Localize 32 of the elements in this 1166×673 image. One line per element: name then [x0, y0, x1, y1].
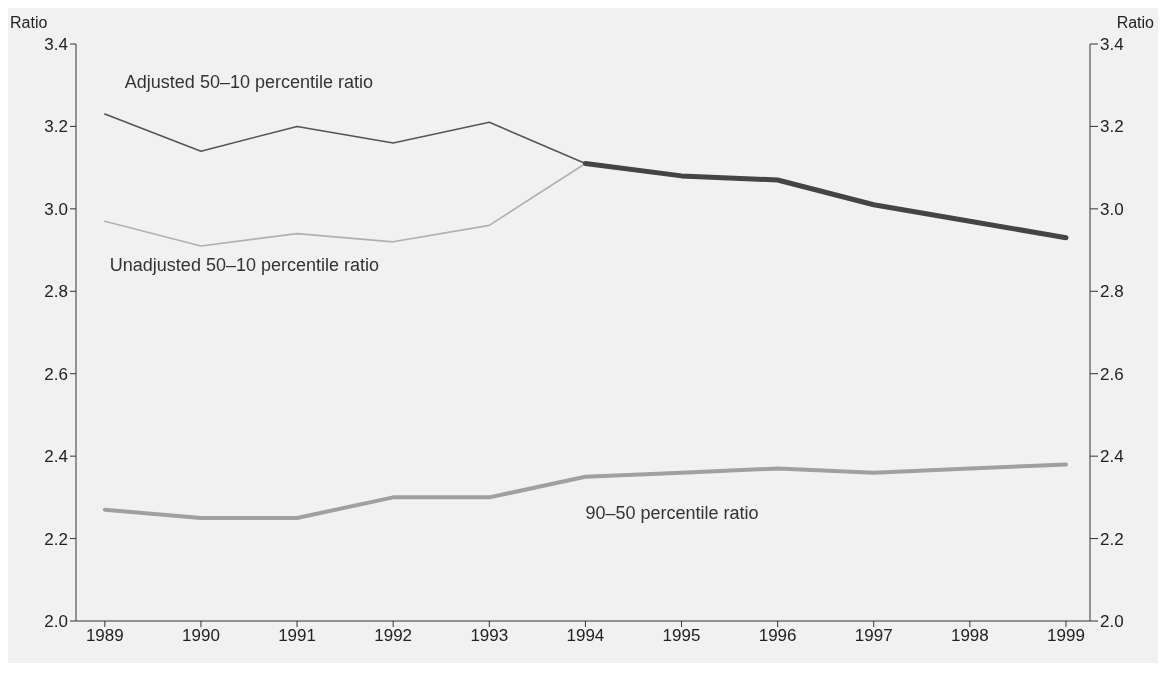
y2-tick-label: 3.2 [1100, 117, 1124, 137]
y2-tick-label: 2.0 [1100, 612, 1124, 632]
y2-tick-label: 2.8 [1100, 282, 1124, 302]
y-tick-label: 2.0 [44, 612, 68, 632]
series-label: Unadjusted 50–10 percentile ratio [109, 255, 380, 276]
series-label: Adjusted 50–10 percentile ratio [124, 72, 374, 93]
x-tick-label: 1994 [566, 626, 605, 646]
x-tick-label: 1989 [85, 626, 124, 646]
x-tick-label: 1995 [662, 626, 701, 646]
y-tick-label: 2.6 [44, 364, 68, 384]
y2-tick-label: 3.0 [1100, 199, 1124, 219]
y2-tick-label: 3.4 [1100, 35, 1124, 55]
y2-tick-label: 2.2 [1100, 529, 1124, 549]
y-tick-label: 2.2 [44, 529, 68, 549]
y-tick-label: 2.4 [44, 447, 68, 467]
x-tick-label: 1999 [1047, 626, 1085, 646]
y-tick-label: 3.0 [44, 199, 68, 219]
series-label: 90–50 percentile ratio [585, 502, 759, 523]
x-tick-label: 1993 [470, 626, 509, 646]
y-tick-label: 2.8 [44, 282, 68, 302]
y-tick-label: 3.2 [44, 117, 68, 137]
x-tick-label: 1990 [182, 626, 220, 646]
x-tick-label: 1991 [278, 626, 316, 646]
x-tick-label: 1996 [758, 626, 797, 646]
y2-tick-label: 2.6 [1100, 364, 1124, 384]
x-tick-label: 1998 [950, 626, 989, 646]
x-tick-label: 1997 [854, 626, 893, 646]
x-tick-label: 1992 [374, 626, 413, 646]
y2-tick-label: 2.4 [1100, 447, 1124, 467]
y2-axis-title: Ratio [1116, 14, 1154, 32]
y-axis-title: Ratio [10, 14, 48, 32]
y-tick-label: 3.4 [44, 35, 68, 55]
